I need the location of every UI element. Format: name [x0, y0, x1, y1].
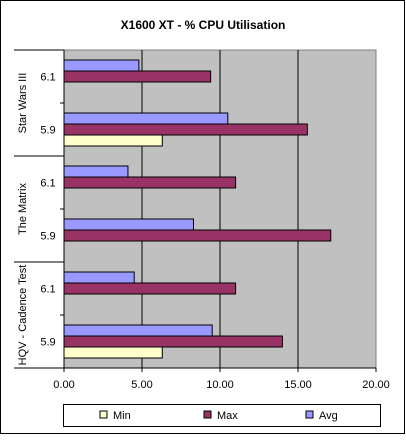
legend-label-avg: Avg — [319, 410, 338, 422]
x-tick-label: 15.00 — [284, 379, 312, 391]
category-label: 5.9 — [40, 337, 55, 349]
bar-avg — [63, 271, 135, 284]
bar-avg — [63, 112, 229, 125]
legend: Min Max Avg — [63, 404, 381, 427]
category-label: 5.9 — [40, 231, 55, 243]
y-axis: 6.1 5.9 6.1 5.9 6.1 5.9 Star Wars III The Matri… — [14, 49, 65, 369]
bar-avg — [63, 165, 129, 178]
category-label: 6.1 — [40, 72, 55, 84]
legend-swatch-max — [203, 410, 212, 419]
category-label: 5.9 — [40, 125, 55, 137]
x-tick-label: 5.00 — [131, 379, 152, 391]
bar-avg — [63, 59, 140, 72]
bar-avg — [63, 218, 194, 231]
category-label: 6.1 — [40, 284, 55, 296]
bar-max — [63, 123, 308, 136]
bar-max — [63, 176, 237, 189]
bar-min — [63, 134, 163, 147]
bar-max — [63, 335, 283, 348]
legend-label-max: Max — [217, 410, 238, 422]
bar-max — [63, 229, 332, 242]
category-label: 6.1 — [40, 178, 55, 190]
bar-max — [63, 282, 237, 295]
legend-swatch-min — [99, 410, 108, 419]
legend-swatch-avg — [305, 410, 314, 419]
group-label: The Matrix — [17, 183, 29, 235]
legend-box — [63, 404, 381, 427]
gridlines — [141, 50, 299, 368]
chart-title: X1600 XT - % CPU Utilisation — [121, 18, 286, 32]
bar-max — [63, 70, 212, 83]
x-tick-label: 20.00 — [362, 379, 390, 391]
group-label: Star Wars III — [17, 73, 29, 134]
bar-min — [63, 346, 163, 359]
bar-avg — [63, 324, 213, 337]
group-label: HQV - Cadence Test — [17, 265, 29, 366]
legend-label-min: Min — [113, 410, 131, 422]
x-tick-label: 10.00 — [206, 379, 234, 391]
bars — [63, 59, 332, 359]
x-tick-label: 0.00 — [53, 379, 74, 391]
x-axis: 0.00 5.00 10.00 15.00 20.00 — [53, 367, 390, 391]
